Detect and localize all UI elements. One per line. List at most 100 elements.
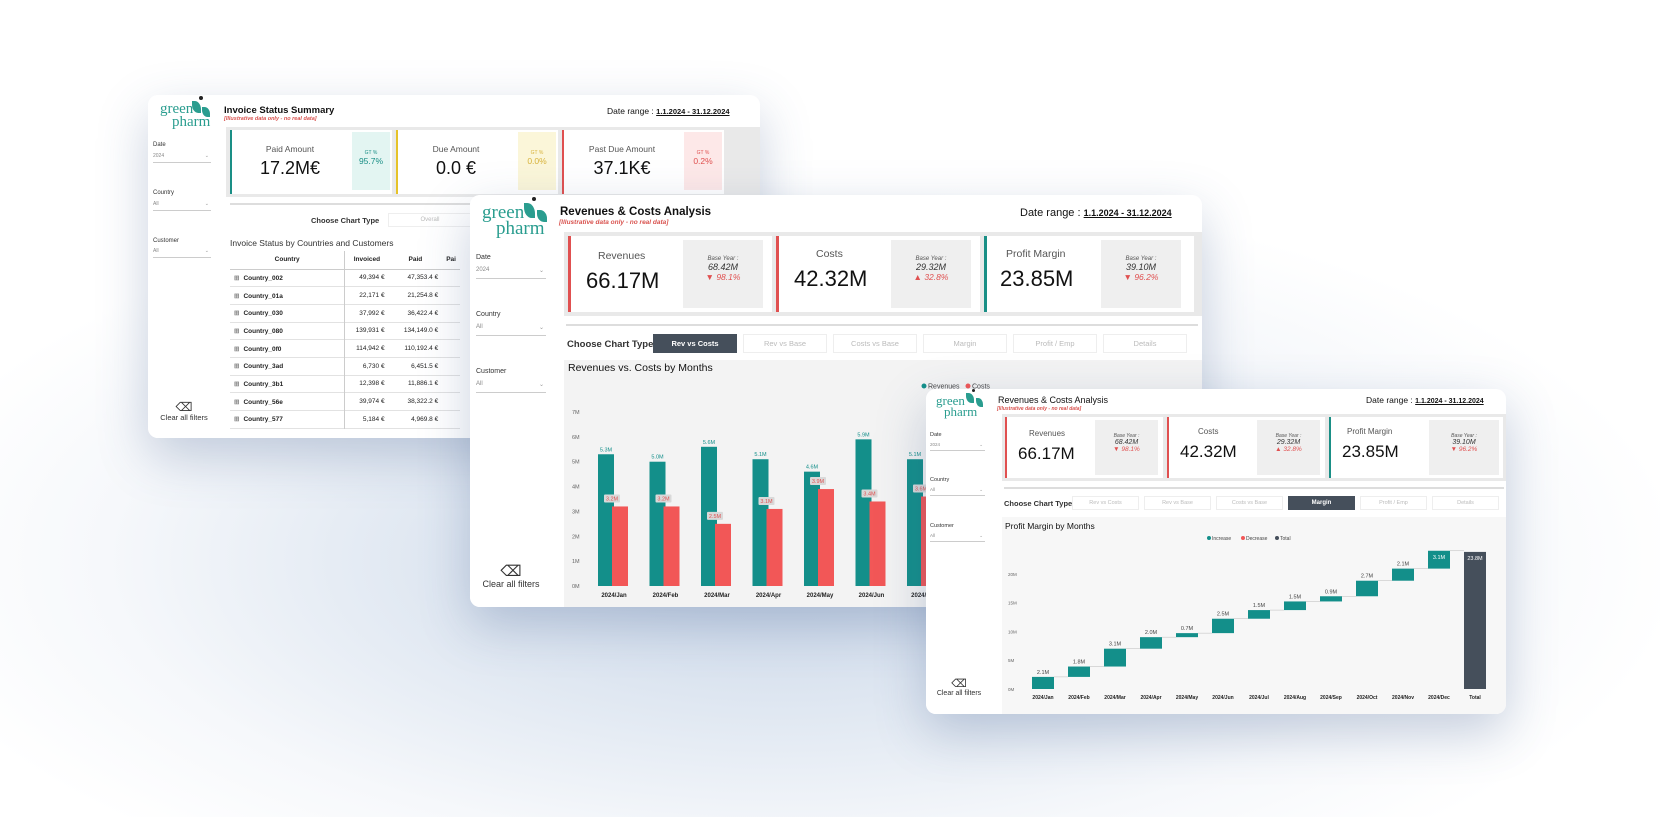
expand-icon[interactable]: ⊞ [234,416,240,424]
expand-icon[interactable]: ⊞ [234,274,240,282]
data-label: 5.3M [600,447,613,453]
chart-type-label: Choose Chart Type [1004,499,1073,508]
tab-details[interactable]: Details [1432,496,1499,510]
legend-marker [1275,536,1279,540]
invoiced-cell: 5,184 € [362,415,385,423]
y-tick-label: 20M [1008,572,1017,577]
tab-rev-vs-costs[interactable]: Rev vs Costs [1072,496,1139,510]
column-header[interactable]: Paid [408,256,423,264]
table-row[interactable]: ⊞ Country_3b1 12,398 € 11,886.1 € [230,375,460,393]
kpi-value: 23.85M [1342,442,1399,461]
chart-type-label: Choose Chart Type [567,339,654,350]
expand-icon[interactable]: ⊞ [234,398,240,406]
data-label: 5.0M [651,455,664,461]
table-row[interactable]: ⊞ Country_01a 22,171 € 21,254.8 € [230,286,460,305]
invoiced-cell: 12,398 € [359,380,385,388]
invoice-table-body: ⊞ Country_002 49,394 €47,353.4 € ⊞ Country_0… [230,269,460,429]
expand-icon[interactable]: ⊞ [234,310,240,318]
column-header[interactable]: Pai [446,256,456,264]
date-filter-select[interactable]: 2024 ⌄ [930,442,985,451]
chevron-down-icon: ⌄ [979,533,983,538]
table-row[interactable]: ⊞ Country_56e 39,974 € 38,322.2 € [230,392,460,411]
chevron-down-icon: ⌄ [538,382,544,388]
legend-marker [1241,536,1245,540]
divider [566,324,1198,326]
data-label: 1.5M [1289,594,1302,600]
table-row[interactable]: ⊞ Country_002 49,394 € 47,353.4 € [230,269,460,287]
kpi-card-profit-margin: Profit Margin 23.85M Base Year : 39.10M … [1329,417,1503,478]
kpi-base-box: Base Year : 29.32M ▲ 32.8% [1257,420,1320,475]
chart-type-select[interactable]: Overall [388,213,472,227]
date-filter-select[interactable]: 2024 ⌄ [153,153,211,163]
tab-margin[interactable]: Margin [923,334,1007,353]
data-label-bg [707,511,723,520]
data-label: 3.1M [1433,555,1446,561]
base-value: 39.10M [1452,439,1476,446]
expand-icon[interactable]: ⊞ [234,345,240,353]
kpi-gt-box: GT % 0.0% [518,132,556,190]
column-header[interactable]: Invoiced [353,256,381,264]
paid-extra-cell [442,304,460,322]
date-range: Date range : 1.1.2024 - 31.12.2024 [1366,395,1484,405]
paid-extra-cell [442,269,460,287]
tab-costs-vs-base[interactable]: Costs vs Base [1216,496,1283,510]
customer-filter-label: Customer [153,238,180,244]
tab-profit-emp[interactable]: Profit / Emp [1013,334,1097,353]
clear-filters-button[interactable]: ⌫ Clear all filters [470,564,552,589]
clear-filters-button[interactable]: ⌫ Clear all filters [150,401,218,422]
bar-costs [663,506,680,586]
tab-rev-vs-costs[interactable]: Rev vs Costs [653,334,737,353]
invoiced-cell: 49,394 € [359,274,385,282]
country-filter-select[interactable]: All ⌄ [153,201,211,211]
expand-icon[interactable]: ⊞ [234,327,240,335]
tab-rev-vs-base[interactable]: Rev vs Base [743,334,827,353]
customer-filter-select[interactable]: All ⌄ [476,381,546,393]
table-row[interactable]: ⊞ Country_030 37,992 € 36,422.4 € [230,304,460,323]
tab-costs-vs-base[interactable]: Costs vs Base [833,334,917,353]
country-filter-select[interactable]: All ⌄ [476,324,546,336]
date-filter-select[interactable]: 2024 ⌄ [476,267,546,279]
bar-increase [1140,637,1162,649]
sidebar: green pharm Date 2024 ⌄ Country All ⌄ Cust… [926,389,992,714]
country-filter-select[interactable]: All ⌄ [930,487,985,496]
table-row[interactable]: ⊞ Country_0f0 114,942 € 110,192.4 € [230,339,460,358]
kpi-label: Costs [1198,427,1219,436]
bar-increase [1392,568,1414,581]
kpi-label: Revenues [598,250,646,262]
greenpharm-logo: green pharm [482,197,552,241]
bar-increase [1248,610,1270,619]
logo-text-top: green [482,202,525,223]
expand-icon[interactable]: ⊞ [234,363,240,371]
customer-filter-select[interactable]: All ⌄ [930,533,985,542]
country-cell: ⊞ Country_3ad [230,357,346,376]
customer-filter-select[interactable]: All ⌄ [153,248,211,258]
expand-icon[interactable]: ⊞ [234,380,240,388]
country-cell: ⊞ Country_080 [230,322,346,340]
table-row[interactable]: ⊞ Country_080 139,931 € 134,149.0 € [230,322,460,340]
tab-margin[interactable]: Margin [1288,496,1355,510]
paid-extra-cell [442,340,460,358]
date-filter-label: Date [153,142,166,148]
legend-label: Increase [1212,536,1231,542]
table-row[interactable]: ⊞ Country_3ad 6,730 € 6,451.5 € [230,357,460,376]
country-name: Country_3ad [243,363,284,371]
page-title: Revenues & Costs Analysis [560,206,712,218]
bar-increase [1428,550,1450,569]
clear-filters-button[interactable]: ⌫ Clear all filters [926,679,992,698]
invoiced-cell: 39,974 € [359,398,385,406]
chevron-down-icon: ⌄ [204,248,209,254]
column-header[interactable]: Country [230,251,346,269]
base-label: Base Year : [915,256,947,262]
paid-cell: 47,353.4 € [407,274,439,282]
base-label: Base Year : [1275,433,1302,439]
logo-text-bottom: pharm [496,218,545,240]
tab-details[interactable]: Details [1103,334,1187,353]
base-label: Base Year : [1125,256,1157,262]
base-label: Base Year : [1113,433,1140,439]
base-value: 68.42M [1114,439,1139,446]
table-row[interactable]: ⊞ Country_577 5,184 € 4,969.8 € [230,410,460,429]
tab-profit-emp[interactable]: Profit / Emp [1360,496,1427,510]
expand-icon[interactable]: ⊞ [234,292,240,300]
kpi-label: Profit Margin [1006,248,1066,260]
tab-rev-vs-base[interactable]: Rev vs Base [1144,496,1211,510]
